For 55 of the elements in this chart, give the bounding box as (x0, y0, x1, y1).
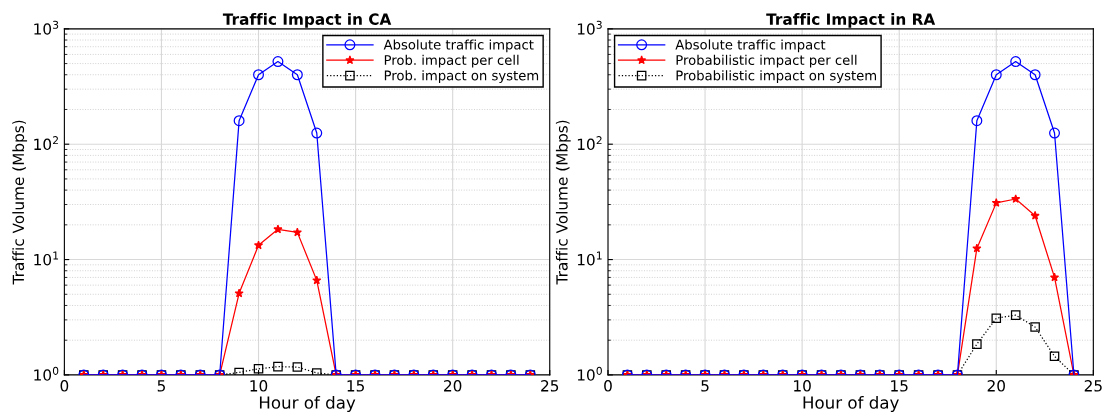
y-tick-label: 10$^{3}$ (34, 20, 59, 35)
x-axis-title: Hour of day (803, 395, 899, 412)
point (990, 69, 1002, 81)
legend-label: Probabilistic impact on system (676, 70, 877, 83)
point (1011, 194, 1021, 203)
x-tick-label: 25 (541, 380, 559, 392)
y-axis-title: Traffic Volume (Mbps) (12, 120, 28, 285)
x-tick-label: 20 (444, 380, 462, 392)
point (312, 275, 322, 285)
point (1049, 127, 1061, 139)
x-tick-label: 0 (604, 380, 612, 392)
point (233, 115, 245, 127)
x-tick-label: 10 (250, 380, 268, 392)
point (1030, 210, 1040, 220)
point (991, 198, 1001, 207)
chart-title: Traffic Impact in RA (766, 13, 936, 28)
point (1030, 322, 1040, 332)
y-tick-label: 10$^{3}$ (577, 20, 602, 35)
point (234, 288, 244, 298)
y-tick-label: 10$^{0}$ (34, 366, 59, 381)
y-axis-title: Traffic Volume (Mbps) (555, 120, 571, 285)
x-tick-label: 0 (60, 380, 69, 392)
point (292, 227, 302, 237)
y-tick-label: 10$^{2}$ (34, 136, 58, 151)
x-tick-label: 15 (347, 380, 364, 392)
point (1049, 272, 1060, 282)
chart-title: Traffic Impact in CA (222, 13, 392, 28)
x-tick-label: 5 (157, 380, 165, 392)
point (273, 224, 283, 234)
legend-label: Absolute traffic impact (383, 39, 534, 53)
legend-label: Prob. impact on system (384, 70, 539, 83)
point (253, 240, 264, 250)
y-tick-label: 10$^{1}$ (34, 251, 59, 266)
x-axis-title: Hour of day (259, 395, 356, 412)
point (272, 56, 284, 68)
point (972, 243, 982, 253)
x-tick-label: 10 (794, 380, 811, 392)
point (971, 115, 983, 127)
point (253, 69, 265, 81)
y-tick-label: 10$^{1}$ (577, 251, 602, 266)
x-tick-label: 20 (987, 380, 1005, 392)
x-tick-label: 25 (1084, 380, 1102, 392)
point (311, 127, 323, 139)
x-tick-label: 15 (891, 380, 908, 392)
point (1010, 310, 1021, 320)
legend-label: Prob. impact per cell (384, 54, 519, 68)
y-tick-label: 10$^{2}$ (577, 136, 602, 151)
x-tick-label: 5 (701, 380, 709, 392)
point (234, 367, 244, 375)
legend-label: Absolute traffic impact (675, 39, 826, 53)
point (1029, 69, 1041, 81)
y-tick-label: 10$^{0}$ (577, 366, 602, 381)
point (1010, 56, 1022, 68)
legend-label: Probabilistic impact per cell (676, 54, 857, 68)
point (291, 69, 303, 81)
